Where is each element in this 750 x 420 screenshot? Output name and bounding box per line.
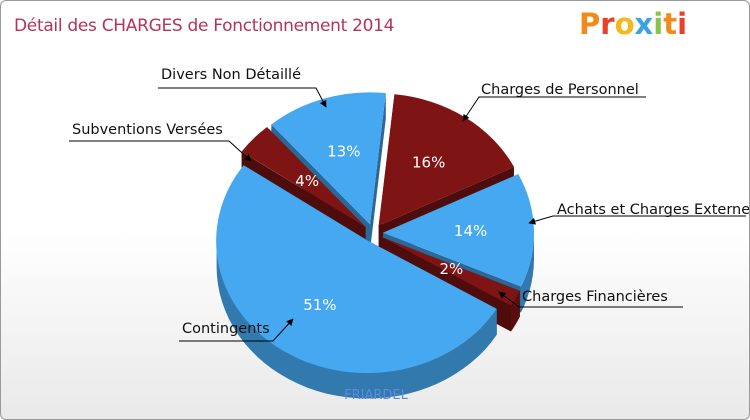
proxiti-logo: Proxiti bbox=[579, 7, 687, 41]
slice-top-charges-de-personnel bbox=[378, 94, 514, 226]
logo-letter: x bbox=[634, 7, 654, 41]
legend-label-charges-de-personnel: Charges de Personnel bbox=[481, 82, 639, 98]
logo-letter: i bbox=[653, 7, 664, 41]
slice-top-achats-et-charges-externes bbox=[382, 174, 535, 287]
slice-top-subventions-versees bbox=[241, 127, 366, 227]
pct-label-charges-financieres: 2% bbox=[440, 260, 464, 278]
logo-letter: P bbox=[579, 7, 601, 41]
logo-letter: t bbox=[663, 7, 678, 41]
legend-label-subventions-versees: Subventions Versées bbox=[72, 122, 223, 138]
legend-label-contingents: Contingents bbox=[182, 321, 270, 337]
slice-top-charges-financieres bbox=[381, 237, 520, 306]
slice-wall bbox=[370, 93, 386, 251]
pct-label-contingents: 51% bbox=[303, 296, 336, 314]
logo-letter: o bbox=[614, 7, 635, 41]
logo-letter: i bbox=[677, 7, 688, 41]
pct-label-divers-non-detaille: 13% bbox=[327, 142, 360, 160]
slice-side bbox=[520, 232, 534, 313]
slice-side bbox=[216, 240, 497, 399]
leader-line-subventions-versees bbox=[69, 140, 252, 162]
logo-letter: r bbox=[600, 7, 615, 41]
chart-title: Détail des CHARGES de Fonctionnement 201… bbox=[14, 16, 395, 36]
slice-side bbox=[511, 290, 520, 332]
legend-label-achats-et-charges-externes: Achats et Charges Externes bbox=[557, 202, 750, 218]
pct-label-charges-de-personnel: 16% bbox=[412, 154, 445, 172]
leader-line-divers-non-detaille bbox=[158, 87, 327, 108]
legend-label-charges-financieres: Charges Financières bbox=[522, 289, 668, 305]
leader-line-achats-et-charges-externes bbox=[528, 215, 746, 225]
legend-label-divers-non-detaille: Divers Non Détaillé bbox=[161, 67, 301, 83]
leader-line-contingents bbox=[179, 318, 294, 342]
slice-top-divers-non-detaille bbox=[271, 92, 386, 225]
pct-label-achats-et-charges-externes: 14% bbox=[454, 222, 487, 240]
leader-line-charges-financieres bbox=[498, 291, 683, 308]
leader-line-charges-de-personnel bbox=[462, 96, 646, 122]
source-label: FRIARDEL bbox=[344, 388, 408, 403]
pct-label-subventions-versees: 4% bbox=[295, 172, 319, 190]
callouts: Charges de Personnel Achats et Charges Ex… bbox=[69, 67, 750, 342]
